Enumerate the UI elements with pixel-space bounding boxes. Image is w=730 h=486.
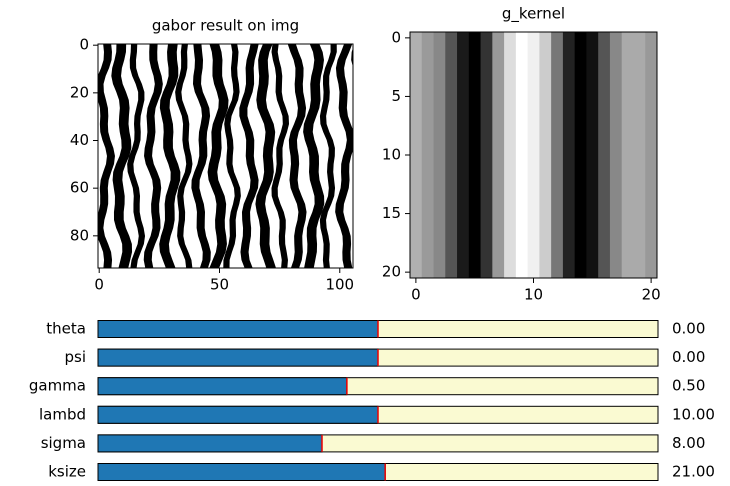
- kernel-column: [633, 32, 646, 278]
- kernel-column: [410, 32, 423, 278]
- stripe: [351, 47, 353, 198]
- stripe: [287, 44, 307, 268]
- kernel-column: [539, 32, 552, 278]
- kernel-column: [445, 32, 458, 278]
- stripe: [207, 44, 229, 268]
- slider-fill: [97, 320, 379, 338]
- slider-value: 10.00: [672, 405, 715, 423]
- kernel-column: [504, 32, 517, 278]
- y-tick-label: 0: [79, 36, 89, 54]
- x-tick-label: 0: [94, 276, 104, 294]
- slider-value: 8.00: [672, 434, 705, 452]
- kernel-column: [515, 32, 529, 278]
- slider-label: lambd: [39, 405, 86, 423]
- y-tick-label: 40: [70, 131, 89, 149]
- slider-label: gamma: [29, 377, 86, 395]
- kernel-column: [586, 32, 599, 278]
- y-tick-label: 20: [70, 83, 89, 101]
- slider-value: 0.00: [672, 348, 705, 366]
- stripe: [175, 44, 193, 268]
- y-tick-label: 5: [391, 87, 401, 105]
- y-tick-label: 10: [382, 146, 401, 164]
- stripe: [303, 44, 325, 268]
- kernel-column: [480, 32, 493, 278]
- panel-title: gabor result on img: [152, 17, 299, 35]
- y-tick-label: 0: [391, 28, 401, 46]
- slider-value: 0.00: [672, 320, 705, 338]
- stripe: [191, 44, 211, 268]
- stripe: [255, 44, 277, 268]
- x-tick-label: 0: [411, 286, 421, 304]
- y-tick-label: 20: [382, 263, 401, 281]
- slider-fill: [97, 377, 348, 396]
- slider-value: 0.50: [672, 377, 705, 395]
- kernel-column: [621, 32, 634, 278]
- x-tick-label: 20: [642, 286, 661, 304]
- kernel-column: [562, 32, 576, 278]
- kernel-column: [574, 32, 587, 278]
- kernel-column: [433, 32, 446, 278]
- kernel-column: [421, 32, 435, 278]
- stripe: [98, 44, 115, 268]
- slider-value: 21.00: [672, 463, 715, 481]
- stripe: [271, 44, 290, 268]
- y-tick-label: 60: [70, 179, 89, 197]
- x-tick-label: 50: [210, 276, 229, 294]
- slider-label: sigma: [41, 434, 86, 452]
- x-tick-label: 10: [524, 286, 543, 304]
- slider-label: ksize: [48, 463, 86, 481]
- kernel-column: [527, 32, 540, 278]
- kernel-column: [468, 32, 482, 278]
- x-tick-label: 100: [325, 276, 354, 294]
- slider-fill: [97, 434, 323, 453]
- kernel-column: [609, 32, 623, 278]
- stripe: [143, 44, 163, 268]
- stripe: [335, 44, 353, 268]
- y-tick-label: 15: [382, 204, 401, 222]
- stripe: [159, 44, 181, 268]
- kernel-column: [457, 32, 470, 278]
- gabor-image: [98, 44, 353, 268]
- kernel-column: [598, 32, 611, 278]
- stripe: [111, 44, 133, 268]
- stripe: [223, 44, 241, 268]
- axes-frame: [97, 43, 354, 269]
- kernel-column: [551, 32, 564, 278]
- panel-title: g_kernel: [502, 5, 565, 24]
- stripe: [127, 44, 146, 268]
- kernel-column: [645, 32, 658, 278]
- kernel-column: [492, 32, 505, 278]
- slider-label: psi: [64, 348, 86, 366]
- stripe: [319, 44, 337, 268]
- slider-fill: [97, 348, 379, 367]
- slider-label: theta: [46, 320, 86, 338]
- y-tick-label: 80: [70, 226, 89, 244]
- slider-fill: [97, 463, 386, 481]
- stripe: [239, 44, 259, 268]
- slider-fill: [97, 405, 379, 424]
